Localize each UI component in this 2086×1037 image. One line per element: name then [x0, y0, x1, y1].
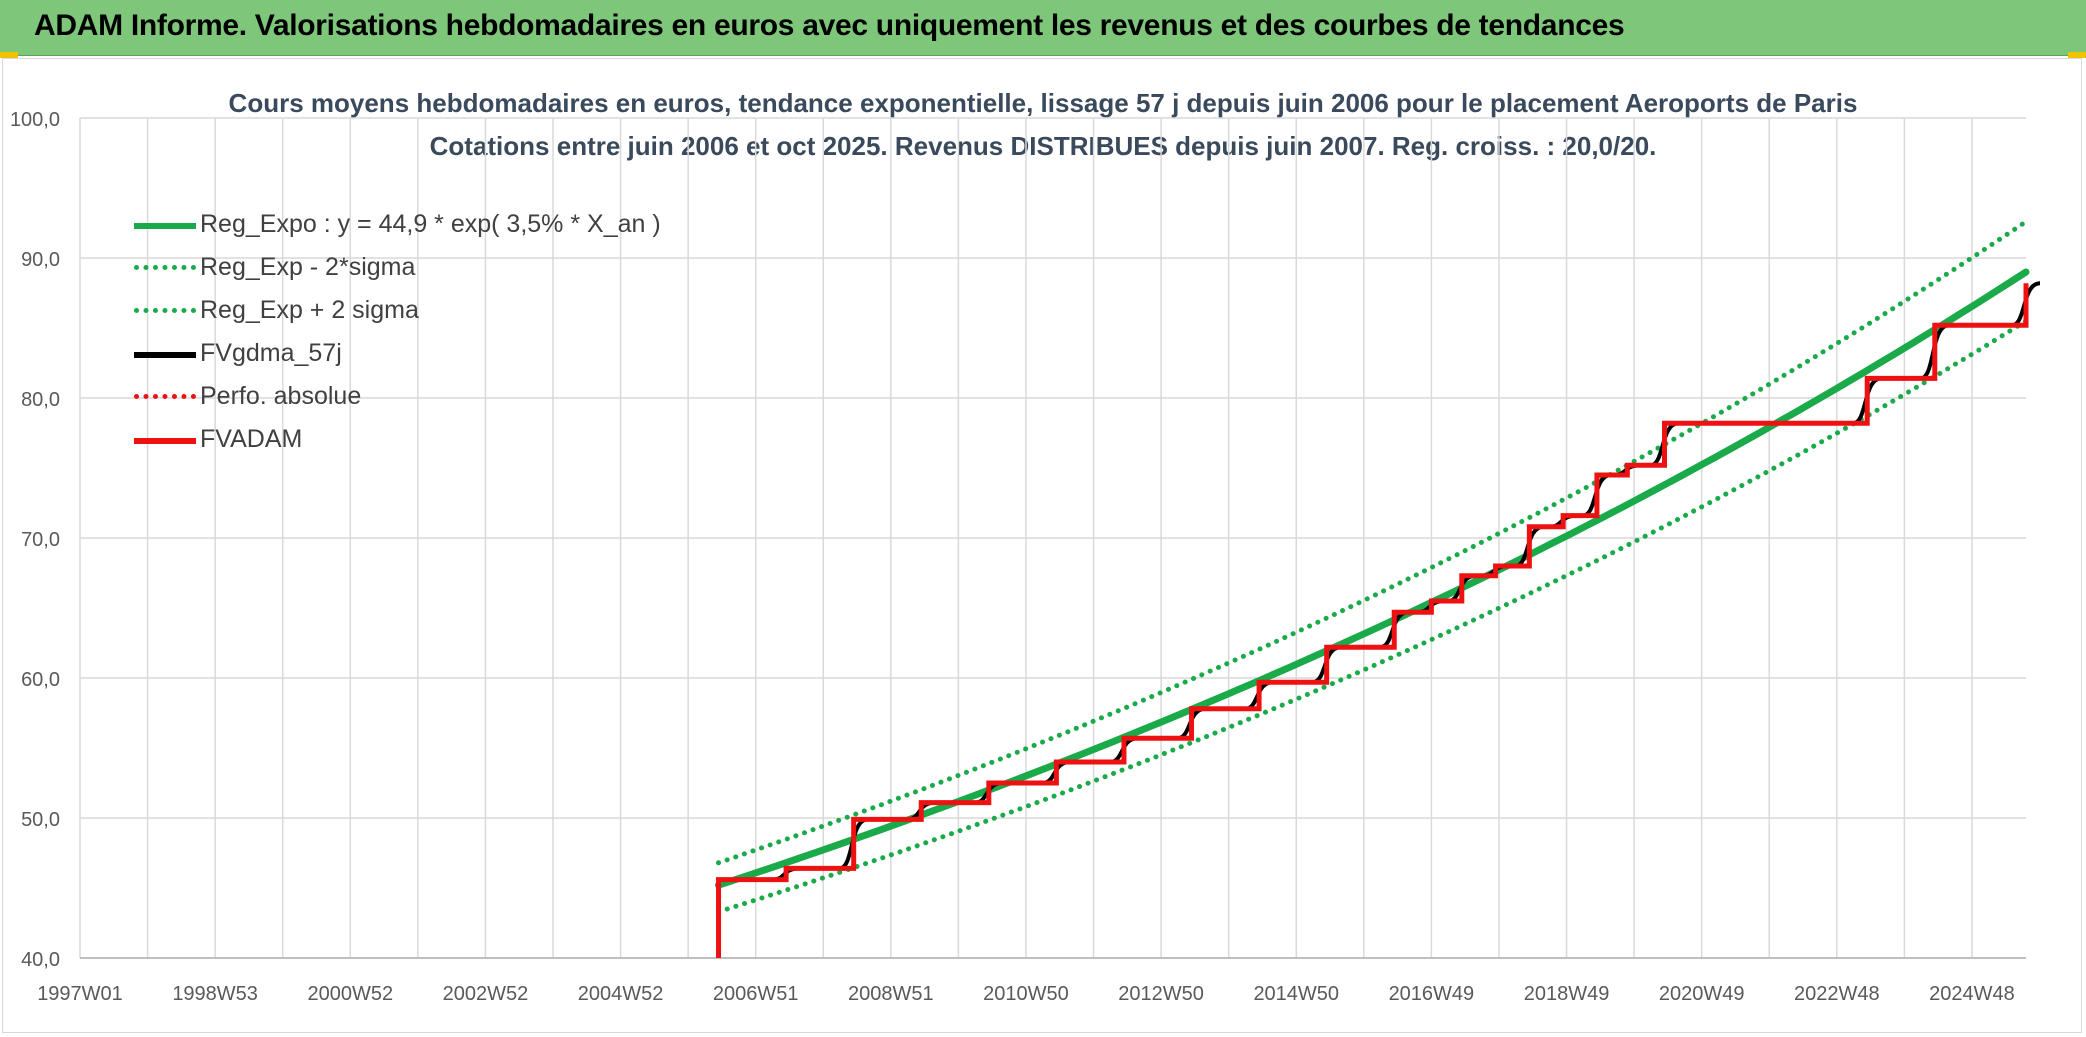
legend-item: Reg_Exp + 2 sigma [134, 289, 661, 332]
y-tick-label: 100,0 [10, 109, 60, 131]
x-tick-label: 2000W52 [307, 983, 393, 1005]
chart-title: Cours moyens hebdomadaires en euros, ten… [228, 88, 1858, 118]
legend-label: Reg_Exp - 2*sigma [200, 253, 416, 281]
x-tick-label: 2012W50 [1118, 983, 1204, 1005]
chart-frame [2, 58, 2082, 1033]
legend-swatch [134, 222, 196, 229]
legend-swatch [134, 351, 196, 358]
chart-legend: Reg_Expo : y = 44,9 * exp( 3,5% * X_an )… [134, 203, 661, 461]
x-tick-label: 1998W53 [172, 983, 258, 1005]
x-tick-label: 2014W50 [1253, 983, 1339, 1005]
report-banner: ADAM Informe. Valorisations hebdomadaire… [0, 0, 2086, 56]
legend-label: Reg_Expo : y = 44,9 * exp( 3,5% * X_an ) [200, 210, 661, 238]
x-tick-label: 2010W50 [983, 983, 1069, 1005]
y-tick-label: 70,0 [21, 529, 60, 551]
x-tick-label: 2022W48 [1794, 983, 1880, 1005]
legend-swatch [134, 265, 196, 270]
legend-item: FVgdma_57j [134, 332, 661, 375]
x-tick-label: 2002W52 [443, 983, 529, 1005]
y-tick-label: 60,0 [21, 669, 60, 691]
x-tick-label: 2024W48 [1929, 983, 2015, 1005]
corner-marker [2068, 52, 2086, 58]
legend-item: Reg_Expo : y = 44,9 * exp( 3,5% * X_an ) [134, 203, 661, 246]
x-tick-label: 2004W52 [578, 983, 664, 1005]
y-tick-label: 50,0 [21, 809, 60, 831]
series-reg-exp-2-sigma [716, 219, 2029, 866]
legend-swatch [134, 437, 196, 444]
series-fvadam [716, 283, 2029, 958]
legend-label: Perfo. absolue [200, 382, 362, 410]
y-tick-label: 40,0 [21, 949, 60, 971]
x-tick-label: 2006W51 [713, 983, 799, 1005]
legend-item: Reg_Exp - 2*sigma [134, 246, 661, 289]
chart-subtitle: Cotations entre juin 2006 et oct 2025. R… [429, 131, 1657, 161]
legend-label: FVgdma_57j [200, 339, 342, 367]
legend-swatch [134, 394, 196, 399]
legend-label: FVADAM [200, 425, 303, 453]
series-reg-exp-2-sigma [716, 318, 2029, 915]
y-tick-label: 90,0 [21, 249, 60, 271]
x-tick-label: 2020W49 [1659, 983, 1745, 1005]
x-tick-label: 2018W49 [1524, 983, 1610, 1005]
series-reg-expo-y-44-9-exp-3-5-x-an [715, 268, 2030, 889]
y-tick-label: 80,0 [21, 389, 60, 411]
legend-label: Reg_Exp + 2 sigma [200, 296, 419, 324]
x-tick-label: 2008W51 [848, 983, 934, 1005]
x-tick-label: 1997W01 [37, 983, 123, 1005]
corner-marker [0, 52, 18, 58]
legend-item: Perfo. absolue [134, 375, 661, 418]
legend-item: FVADAM [134, 418, 661, 461]
report-title: ADAM Informe. Valorisations hebdomadaire… [34, 9, 1625, 42]
legend-swatch [134, 308, 196, 313]
x-tick-label: 2016W49 [1389, 983, 1475, 1005]
